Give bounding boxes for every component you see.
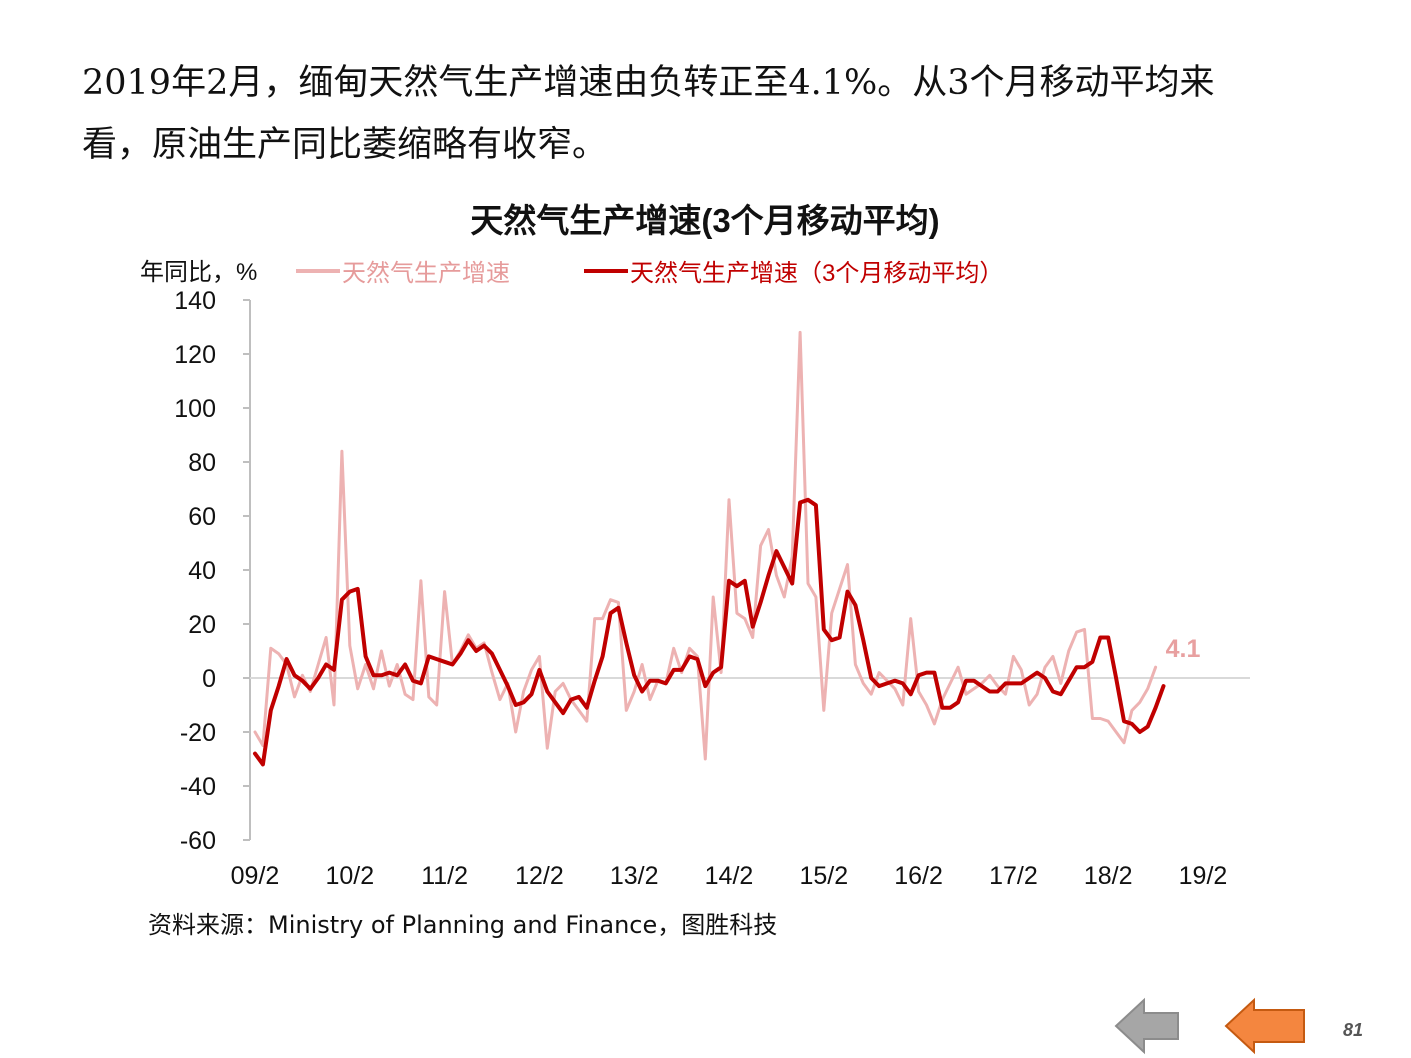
y-tick-label: 80 bbox=[188, 449, 216, 477]
next-slide-button[interactable] bbox=[1222, 996, 1308, 1056]
series-line-raw bbox=[253, 330, 1158, 761]
x-tick-label: 18/2 bbox=[1084, 862, 1133, 890]
chart-title: 天然气生产增速(3个月移动平均) bbox=[470, 202, 939, 239]
y-tick-label: -20 bbox=[180, 719, 216, 747]
x-tick-label: 09/2 bbox=[231, 862, 280, 890]
y-tick-label: 0 bbox=[202, 665, 216, 693]
x-tick-label: 11/2 bbox=[421, 862, 468, 890]
y-tick-label: 140 bbox=[174, 287, 216, 315]
x-tick-label: 15/2 bbox=[799, 862, 848, 890]
legend-label-raw: 天然气生产增速 bbox=[342, 260, 510, 287]
intro-text: 2019年2月，缅甸天然气生产增速由负转正至4.1%。从3个月移动平均来 看，原… bbox=[82, 52, 1362, 176]
intro-line-2: 看，原油生产同比萎缩略有收窄。 bbox=[82, 125, 608, 165]
y-tick-label: 20 bbox=[188, 611, 216, 639]
intro-line-1: 2019年2月，缅甸天然气生产增速由负转正至4.1%。从3个月移动平均来 bbox=[82, 63, 1215, 103]
y-axis-label: 年同比，% bbox=[140, 259, 257, 286]
y-tick-label: -60 bbox=[180, 827, 216, 855]
series-line-avg bbox=[253, 497, 1166, 767]
left-arrow-orange-icon bbox=[1224, 997, 1305, 1055]
y-tick-label: 60 bbox=[188, 503, 216, 531]
page-number: 81 bbox=[1342, 1020, 1363, 1040]
x-tick-label: 10/2 bbox=[325, 862, 374, 890]
x-tick-label: 17/2 bbox=[989, 862, 1038, 890]
y-tick-label: 40 bbox=[188, 557, 216, 585]
x-tick-label: 13/2 bbox=[610, 862, 659, 890]
y-tick-label: 120 bbox=[174, 341, 216, 369]
y-tick-label: -40 bbox=[180, 773, 216, 801]
legend-label-avg: 天然气生产增速（3个月移动平均） bbox=[630, 260, 1003, 287]
x-tick-label: 19/2 bbox=[1179, 862, 1228, 890]
x-tick-label: 14/2 bbox=[705, 862, 754, 890]
prev-slide-button[interactable] bbox=[1112, 996, 1182, 1056]
source-note: 资料来源：Ministry of Planning and Finance，图胜… bbox=[148, 911, 778, 939]
x-tick-label: 16/2 bbox=[894, 862, 943, 890]
y-tick-label: 100 bbox=[174, 395, 216, 423]
left-arrow-gray-icon bbox=[1114, 997, 1179, 1055]
last-value-label: 4.1 bbox=[1166, 635, 1201, 663]
x-tick-label: 12/2 bbox=[515, 862, 564, 890]
